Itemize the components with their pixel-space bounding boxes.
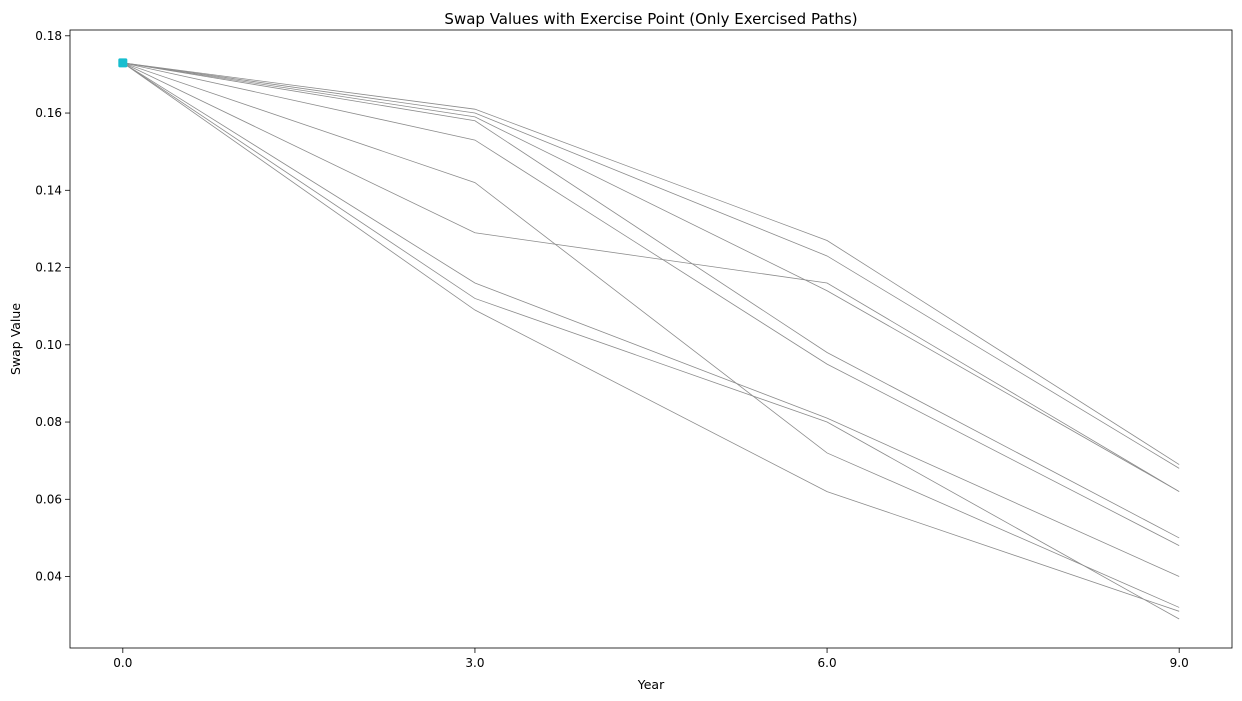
x-tick-label: 3.0 [465,656,484,670]
y-tick-label: 0.06 [35,492,62,506]
marker-layer [118,58,128,68]
x-axis-label: Year [637,677,665,692]
series-line-1 [122,62,1180,465]
x-axis: 0.0 3.0 6.0 9.0 [113,648,1189,670]
y-tick-label: 0.08 [35,415,62,429]
y-axis: 0.04 0.06 0.08 0.10 0.12 0.14 0.16 0.18 [35,29,70,584]
series-line-7 [122,62,1180,492]
x-tick-label: 6.0 [818,656,837,670]
series-line-6 [122,62,1180,608]
plot-frame [69,29,1233,649]
x-tick-label: 0.0 [113,656,132,670]
series-line-3 [122,62,1180,492]
series-layer [122,62,1180,620]
series-line-10 [122,62,1180,612]
y-tick-label: 0.12 [35,261,62,275]
series-line-9 [122,62,1180,620]
series-line-5 [122,62,1180,546]
y-tick-label: 0.18 [35,29,62,43]
series-line-2 [122,62,1180,469]
y-tick-label: 0.04 [35,570,62,584]
y-tick-label: 0.14 [35,183,62,197]
x-tick-label: 9.0 [1170,656,1189,670]
chart-title: Swap Values with Exercise Point (Only Ex… [444,10,857,28]
series-line-4 [122,62,1180,539]
series-line-8 [122,62,1180,577]
y-tick-label: 0.16 [35,106,62,120]
y-tick-label: 0.10 [35,338,62,352]
y-axis-label: Swap Value [8,303,23,375]
exercise-point-marker [118,58,128,68]
